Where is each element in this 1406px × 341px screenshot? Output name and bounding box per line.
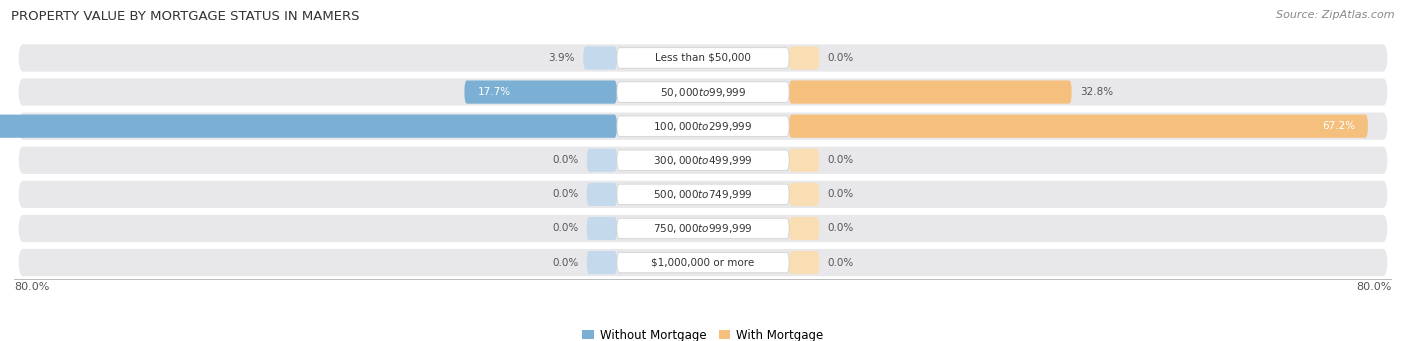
Text: $100,000 to $299,999: $100,000 to $299,999 xyxy=(654,120,752,133)
Text: 0.0%: 0.0% xyxy=(828,53,853,63)
FancyBboxPatch shape xyxy=(617,48,789,68)
FancyBboxPatch shape xyxy=(789,217,820,240)
FancyBboxPatch shape xyxy=(617,82,789,102)
Text: 17.7%: 17.7% xyxy=(478,87,510,97)
FancyBboxPatch shape xyxy=(586,149,617,172)
Text: $50,000 to $99,999: $50,000 to $99,999 xyxy=(659,86,747,99)
FancyBboxPatch shape xyxy=(464,80,617,104)
Text: 0.0%: 0.0% xyxy=(828,189,853,199)
FancyBboxPatch shape xyxy=(789,115,1368,138)
FancyBboxPatch shape xyxy=(18,215,1388,242)
FancyBboxPatch shape xyxy=(18,113,1388,140)
FancyBboxPatch shape xyxy=(18,78,1388,106)
Text: $300,000 to $499,999: $300,000 to $499,999 xyxy=(654,154,752,167)
FancyBboxPatch shape xyxy=(18,181,1388,208)
FancyBboxPatch shape xyxy=(0,115,617,138)
FancyBboxPatch shape xyxy=(617,184,789,205)
FancyBboxPatch shape xyxy=(789,183,820,206)
Text: 67.2%: 67.2% xyxy=(1322,121,1355,131)
FancyBboxPatch shape xyxy=(617,116,789,136)
Text: 0.0%: 0.0% xyxy=(553,189,578,199)
Text: 32.8%: 32.8% xyxy=(1080,87,1114,97)
FancyBboxPatch shape xyxy=(617,218,789,239)
Text: 80.0%: 80.0% xyxy=(1357,282,1392,292)
Text: $1,000,000 or more: $1,000,000 or more xyxy=(651,257,755,268)
FancyBboxPatch shape xyxy=(18,44,1388,72)
Text: 0.0%: 0.0% xyxy=(828,155,853,165)
FancyBboxPatch shape xyxy=(586,183,617,206)
Text: PROPERTY VALUE BY MORTGAGE STATUS IN MAMERS: PROPERTY VALUE BY MORTGAGE STATUS IN MAM… xyxy=(11,10,360,23)
FancyBboxPatch shape xyxy=(617,252,789,273)
Text: 0.0%: 0.0% xyxy=(553,257,578,268)
Text: Less than $50,000: Less than $50,000 xyxy=(655,53,751,63)
Text: $750,000 to $999,999: $750,000 to $999,999 xyxy=(654,222,752,235)
FancyBboxPatch shape xyxy=(586,251,617,274)
Text: 0.0%: 0.0% xyxy=(828,223,853,234)
Text: 80.0%: 80.0% xyxy=(14,282,49,292)
Text: 0.0%: 0.0% xyxy=(553,155,578,165)
FancyBboxPatch shape xyxy=(18,249,1388,276)
FancyBboxPatch shape xyxy=(583,46,617,70)
Text: 0.0%: 0.0% xyxy=(828,257,853,268)
Legend: Without Mortgage, With Mortgage: Without Mortgage, With Mortgage xyxy=(578,324,828,341)
FancyBboxPatch shape xyxy=(617,150,789,170)
Text: Source: ZipAtlas.com: Source: ZipAtlas.com xyxy=(1277,10,1395,20)
FancyBboxPatch shape xyxy=(18,147,1388,174)
Text: 0.0%: 0.0% xyxy=(553,223,578,234)
Text: $500,000 to $749,999: $500,000 to $749,999 xyxy=(654,188,752,201)
FancyBboxPatch shape xyxy=(789,251,820,274)
FancyBboxPatch shape xyxy=(789,46,820,70)
Text: 3.9%: 3.9% xyxy=(548,53,575,63)
FancyBboxPatch shape xyxy=(586,217,617,240)
FancyBboxPatch shape xyxy=(789,80,1071,104)
FancyBboxPatch shape xyxy=(789,149,820,172)
